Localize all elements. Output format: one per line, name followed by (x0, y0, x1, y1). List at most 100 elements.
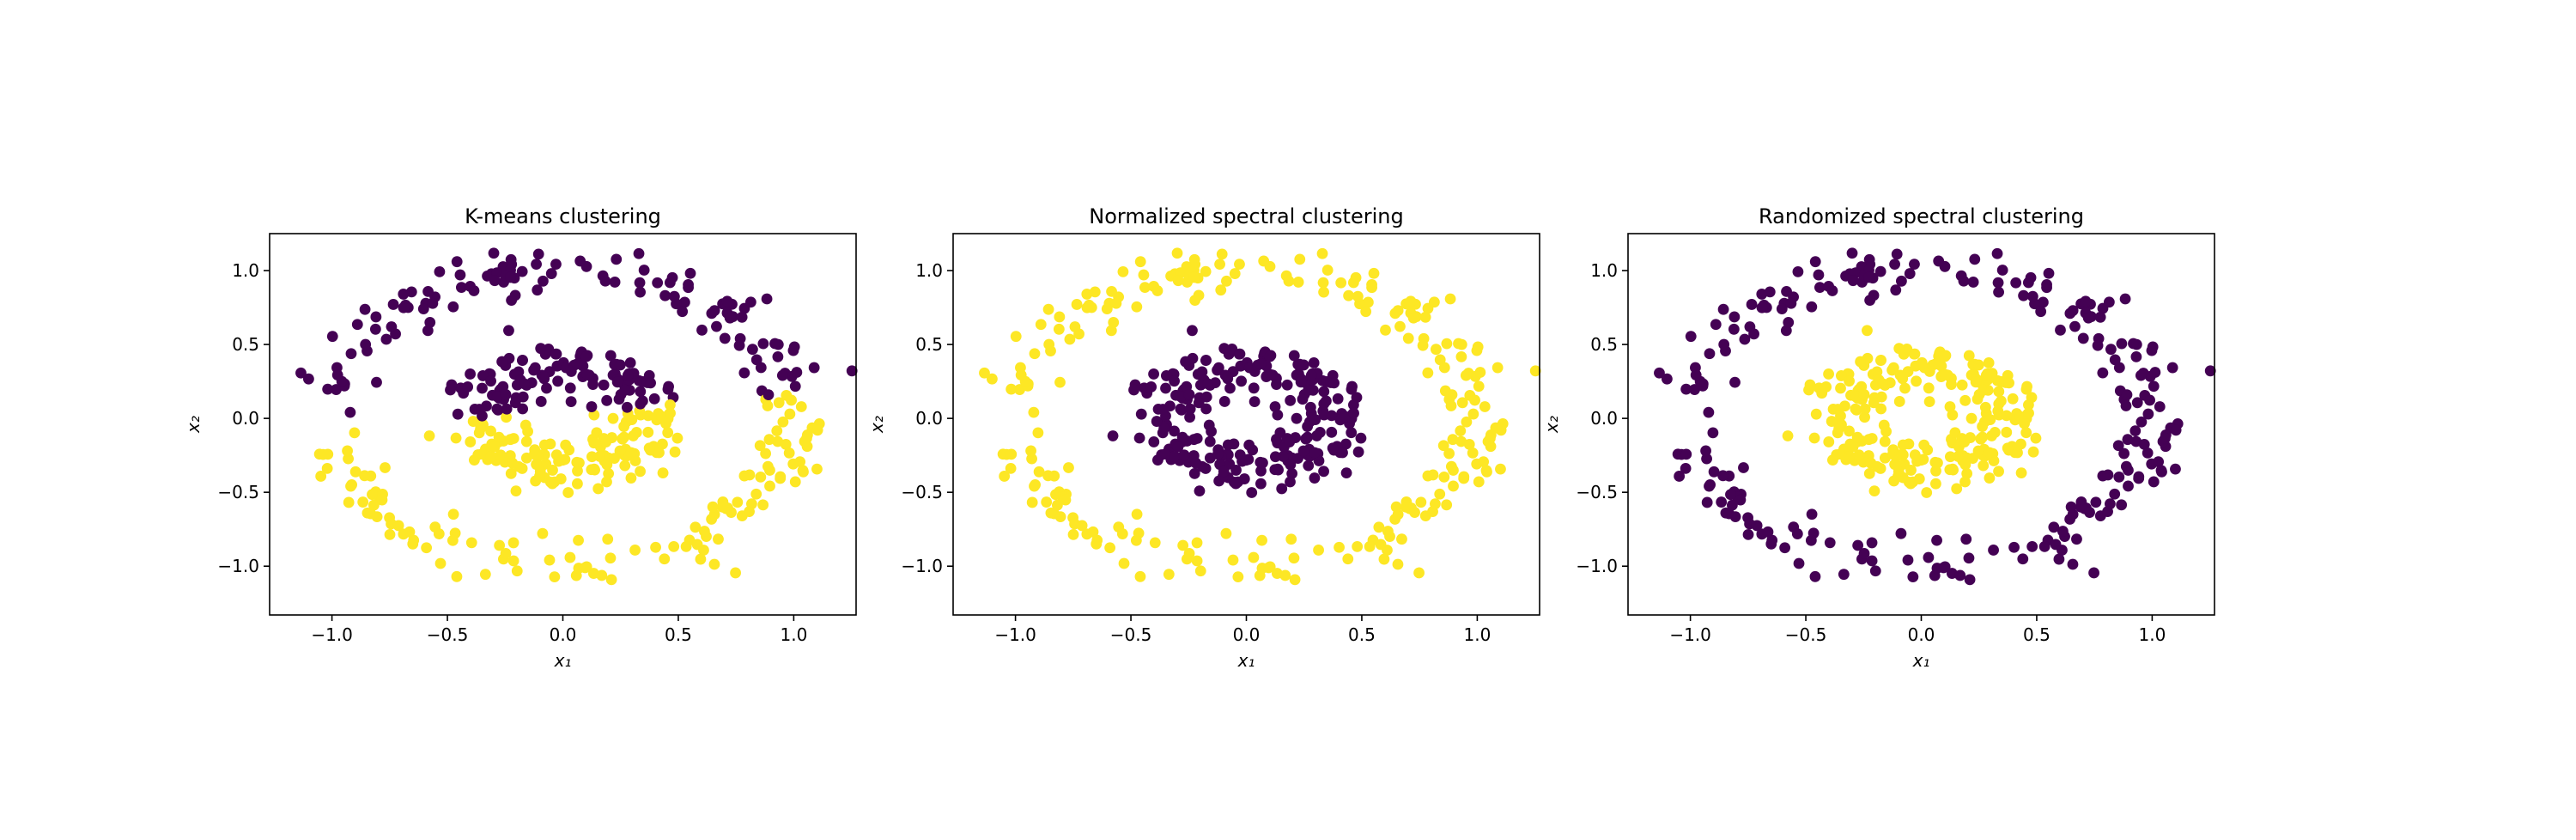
data-point (351, 319, 363, 331)
data-point (1463, 438, 1475, 450)
data-point (2020, 427, 2032, 439)
data-point (2035, 306, 2047, 318)
data-point (771, 425, 783, 437)
data-point (1992, 277, 2004, 289)
data-point (1328, 377, 1340, 389)
data-point (495, 449, 507, 461)
data-point (513, 366, 525, 378)
data-point (370, 311, 382, 323)
data-point (1033, 466, 1045, 478)
data-point (421, 542, 433, 554)
data-point (1918, 439, 1930, 451)
data-point (1844, 451, 1856, 462)
data-point (1279, 569, 1291, 581)
data-point (303, 373, 314, 385)
data-point (1394, 320, 1406, 332)
data-point (1297, 393, 1309, 405)
data-point (1847, 441, 1859, 453)
data-point (1984, 414, 1996, 426)
data-point (1447, 434, 1459, 446)
data-point (618, 421, 630, 432)
data-point (1230, 465, 1242, 476)
data-point (2149, 367, 2161, 378)
data-point (769, 338, 781, 350)
data-point (1958, 275, 1970, 287)
data-point (516, 265, 528, 277)
data-point (1035, 319, 1047, 331)
data-point (1880, 425, 1892, 437)
data-point (2023, 399, 2034, 411)
data-point (1897, 371, 1909, 382)
data-point (534, 466, 546, 478)
data-point (384, 529, 396, 540)
data-point (1431, 344, 1442, 356)
data-point (1959, 436, 1971, 448)
data-point (2120, 400, 2132, 411)
data-point (696, 324, 708, 336)
data-point (1826, 285, 1838, 296)
x-tick-label: −1.0 (994, 624, 1036, 645)
data-point (1108, 317, 1120, 328)
data-point (1726, 499, 1738, 511)
data-point (550, 259, 562, 271)
data-point (678, 296, 690, 308)
data-point (1005, 448, 1018, 460)
data-point (1680, 462, 1692, 474)
data-point (1953, 451, 1965, 462)
data-point (1107, 430, 1119, 441)
data-point (1959, 476, 1971, 488)
data-point (1005, 462, 1017, 474)
data-point (1005, 383, 1018, 395)
data-point (2075, 502, 2087, 513)
data-point (596, 569, 608, 581)
data-point (1444, 293, 1456, 305)
y-tick-label: −1.0 (901, 556, 943, 576)
y-axis-label: x₂ (1541, 416, 1562, 434)
data-point (1360, 306, 1372, 318)
data-point (1028, 406, 1040, 418)
data-point (1858, 547, 1870, 559)
data-point (1355, 432, 1367, 444)
data-point (1318, 386, 1330, 398)
data-point (642, 410, 654, 422)
data-point (1320, 395, 1332, 407)
data-point (1972, 445, 1984, 457)
data-point (708, 305, 720, 317)
data-point (405, 286, 417, 298)
data-point (1720, 507, 1732, 519)
data-point (359, 303, 371, 315)
data-point (1455, 351, 1467, 362)
data-point (2170, 463, 2181, 475)
data-point (1467, 447, 1479, 459)
data-point (2071, 533, 2082, 545)
x-tick-label: 1.0 (2138, 624, 2166, 645)
y-tick-label: 1.0 (1590, 260, 1618, 281)
data-point (1844, 375, 1855, 387)
data-point (1236, 375, 1248, 387)
data-point (1258, 255, 1270, 267)
data-point (475, 423, 486, 435)
data-point (1897, 439, 1909, 451)
data-point (1905, 465, 1917, 476)
data-point (1054, 376, 1066, 388)
data-point (1151, 454, 1163, 466)
data-point (1460, 369, 1472, 381)
data-point (650, 541, 661, 553)
chart-panel-2: Normalized spectral clustering −1.0 −0.5 0.… (866, 204, 1541, 671)
data-point (763, 434, 775, 446)
scatter-points (295, 247, 858, 586)
data-point (1859, 403, 1871, 415)
data-point (532, 284, 544, 296)
data-point (1191, 433, 1203, 444)
data-point (1951, 483, 1963, 495)
data-point (1145, 381, 1157, 393)
data-point (434, 265, 446, 277)
data-point (496, 356, 508, 368)
data-point (1875, 391, 1887, 403)
data-point (2015, 438, 2026, 450)
data-point (1015, 369, 1027, 381)
data-point (1893, 466, 1905, 478)
data-point (1993, 286, 2004, 298)
data-point (1415, 496, 1427, 508)
data-point (1130, 534, 1142, 546)
